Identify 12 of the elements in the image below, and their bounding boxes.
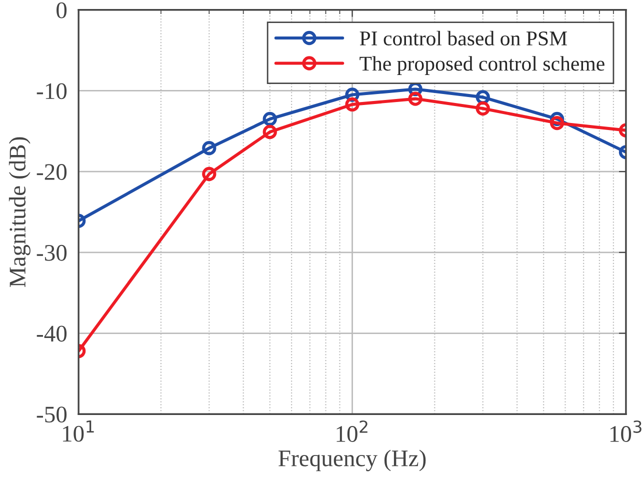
x-tick-label: 10$^{3}$	[610, 420, 642, 442]
y-axis-title: Magnitude (dB)	[8, 137, 30, 288]
y-tick-label: -50	[36, 406, 67, 423]
legend-label: PI control based on PSM	[360, 30, 567, 46]
y-tick-label: 0	[56, 2, 67, 18]
y-tick-label: -40	[36, 326, 67, 342]
x-axis-title: Frequency (Hz)	[278, 450, 426, 472]
y-tick-label: -30	[36, 244, 67, 261]
y-tick-label: -20	[36, 164, 67, 180]
y-tick-label: -10	[36, 83, 67, 100]
x-tick-label: 10$^{2}$	[336, 420, 368, 442]
legend-label: The proposed control scheme	[360, 56, 604, 75]
